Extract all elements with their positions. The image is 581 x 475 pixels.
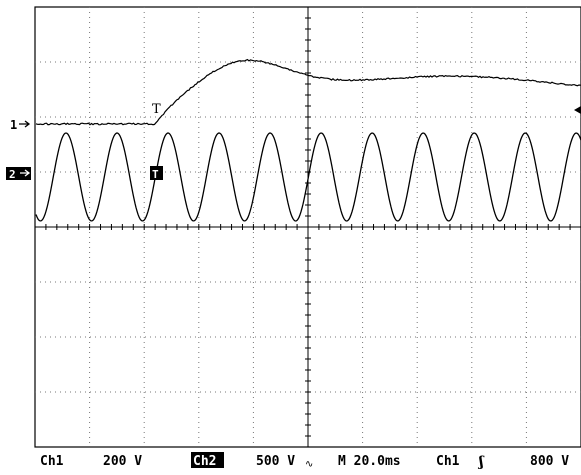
ch1-marker[interactable]: 1: [10, 118, 29, 132]
ch2-marker-label: 2: [9, 168, 16, 181]
arrow-right-icon: [19, 121, 29, 127]
ch2-label[interactable]: Ch2: [193, 454, 216, 469]
trigger-level[interactable]: 800 V: [530, 454, 569, 469]
trigger-source[interactable]: Ch1: [436, 454, 460, 469]
ch2-scale[interactable]: 500 V: [256, 454, 295, 469]
ch1-marker-label: 1: [10, 118, 17, 132]
rising-edge-icon: ʃ: [477, 454, 485, 470]
timebase[interactable]: M 20.0ms: [338, 454, 401, 469]
trigger-t-icon: T: [152, 168, 159, 181]
ch2-marker[interactable]: 2: [6, 167, 31, 181]
bandwidth-icon: ∿: [305, 459, 313, 470]
ch2-trigger-marker: T: [150, 166, 163, 181]
trigger-point-icon: T: [152, 102, 161, 117]
ch1-scale[interactable]: 200 V: [103, 454, 142, 469]
ch1-label[interactable]: Ch1: [40, 454, 64, 469]
status-bar: Ch1 200 V Ch2 500 V ∿ M 20.0ms Ch1 ʃ 800…: [40, 452, 569, 470]
